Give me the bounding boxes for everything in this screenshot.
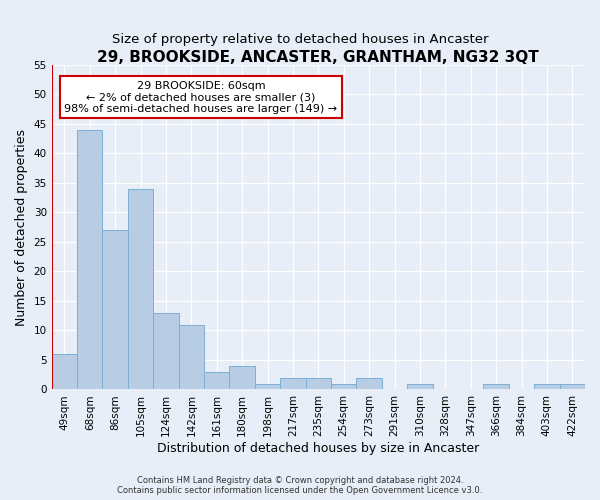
Bar xyxy=(280,378,305,390)
Bar xyxy=(356,378,382,390)
Bar xyxy=(331,384,356,390)
Bar xyxy=(534,384,560,390)
Y-axis label: Number of detached properties: Number of detached properties xyxy=(15,128,28,326)
Bar xyxy=(52,354,77,390)
Text: 29 BROOKSIDE: 60sqm
← 2% of detached houses are smaller (3)
98% of semi-detached: 29 BROOKSIDE: 60sqm ← 2% of detached hou… xyxy=(64,81,338,114)
Bar xyxy=(484,384,509,390)
Title: 29, BROOKSIDE, ANCASTER, GRANTHAM, NG32 3QT: 29, BROOKSIDE, ANCASTER, GRANTHAM, NG32 … xyxy=(97,50,539,65)
Bar xyxy=(305,378,331,390)
Bar xyxy=(153,313,179,390)
Bar xyxy=(229,366,255,390)
Bar xyxy=(77,130,103,390)
Bar xyxy=(128,189,153,390)
Bar xyxy=(560,384,585,390)
Bar xyxy=(179,324,204,390)
Bar xyxy=(407,384,433,390)
Text: Contains HM Land Registry data © Crown copyright and database right 2024.
Contai: Contains HM Land Registry data © Crown c… xyxy=(118,476,482,495)
Bar xyxy=(103,230,128,390)
Bar xyxy=(255,384,280,390)
Bar xyxy=(204,372,229,390)
X-axis label: Distribution of detached houses by size in Ancaster: Distribution of detached houses by size … xyxy=(157,442,479,455)
Text: Size of property relative to detached houses in Ancaster: Size of property relative to detached ho… xyxy=(112,32,488,46)
